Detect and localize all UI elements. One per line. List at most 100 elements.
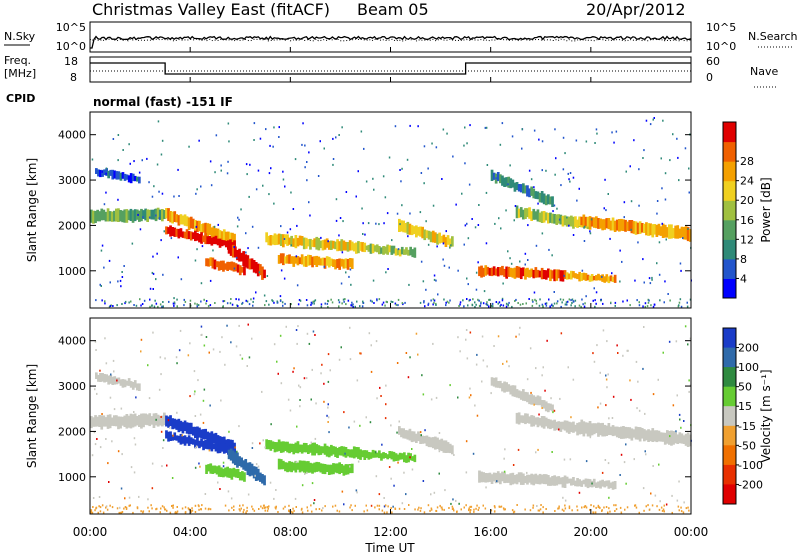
near-range-cell [288, 509, 290, 512]
noise-cell [349, 358, 352, 361]
power-heatmap [90, 117, 692, 308]
noise-cell [355, 489, 358, 492]
near-range-cell [359, 305, 361, 308]
heatmap-cell [307, 239, 310, 247]
noise-cell [648, 277, 651, 280]
near-range-cell [336, 509, 338, 512]
noise-cell [292, 370, 294, 373]
heatmap-cell [131, 382, 135, 390]
noise-cell [101, 413, 103, 415]
colorbar-segment [723, 180, 736, 201]
noise-cell [515, 335, 517, 338]
heatmap-cell [269, 235, 273, 246]
near-range-cell [190, 304, 192, 307]
near-range-cell [95, 506, 98, 509]
noise-cell [633, 458, 635, 461]
heatmap-cell [484, 473, 488, 483]
heatmap-cell [425, 230, 429, 239]
heatmap-cell [511, 268, 515, 278]
heatmap-cell [144, 208, 147, 221]
noise-cell [442, 258, 444, 261]
noise-cell [148, 216, 151, 219]
heatmap-cell [214, 442, 218, 452]
noise-cell [679, 262, 682, 265]
noise-cell [683, 501, 685, 504]
noise-cell [310, 441, 312, 444]
near-range-cell [468, 299, 470, 302]
heatmap-cell [538, 270, 542, 278]
noise-cell [643, 326, 645, 328]
heatmap-cell [380, 247, 383, 254]
noise-cell [452, 155, 454, 158]
heatmap-cell [236, 452, 239, 468]
noise-cell [227, 122, 230, 125]
near-range-cell [173, 302, 176, 305]
noise-cell [203, 388, 206, 391]
noise-cell [117, 450, 120, 453]
noise-cell [684, 325, 687, 328]
noise-cell [338, 234, 340, 237]
heatmap-cell [229, 439, 232, 453]
noise-cell [605, 404, 607, 407]
heatmap-cell [668, 224, 671, 239]
near-range-cell [634, 504, 637, 507]
near-range-cell [258, 508, 260, 510]
nsky-trace [90, 35, 692, 49]
heatmap-cell [373, 450, 377, 458]
heatmap-cell [503, 381, 506, 393]
heatmap-cell [544, 195, 548, 206]
heatmap-cell [292, 462, 296, 471]
heatmap-cell [570, 478, 573, 486]
heatmap-cell [559, 421, 563, 432]
noise-cell [320, 236, 322, 239]
noise-cell [464, 162, 466, 165]
noise-cell [268, 193, 270, 196]
heatmap-cell [400, 220, 403, 232]
heatmap-cell [666, 227, 669, 238]
heatmap-cell [492, 472, 496, 482]
heatmap-cell [586, 216, 590, 227]
near-range-cell [495, 301, 498, 303]
heatmap-cell [113, 415, 116, 427]
noise-cell [519, 260, 521, 263]
colorbar-segment [723, 367, 736, 388]
heatmap-cell [565, 420, 569, 433]
heatmap-cell [549, 419, 552, 430]
near-range-cell [435, 304, 437, 306]
heatmap-cell [419, 226, 422, 237]
heatmap-cell [290, 256, 293, 264]
heatmap-cell [611, 217, 615, 231]
heatmap-cell [628, 220, 632, 232]
heatmap-cell [448, 443, 452, 454]
noise-cell [591, 482, 593, 485]
noise-cell [342, 220, 344, 223]
heatmap-cell [99, 373, 102, 382]
near-range-cell [196, 305, 198, 308]
noise-cell [665, 503, 668, 506]
noise-cell [476, 353, 478, 356]
near-range-cell [378, 508, 380, 511]
heatmap-cell [165, 430, 168, 439]
near-range-cell [139, 298, 141, 301]
heatmap-cell [499, 380, 502, 389]
noise-cell [517, 448, 520, 451]
colorbar-segment [723, 445, 736, 466]
noise-cell [530, 178, 533, 181]
near-range-cell [176, 305, 178, 308]
heatmap-cell [492, 266, 496, 276]
heatmap-cell [501, 175, 504, 186]
noise-cell [197, 379, 199, 382]
heatmap-cell [300, 236, 304, 246]
heatmap-cell [330, 444, 333, 456]
near-range-cell [345, 303, 347, 306]
noise-cell [687, 228, 689, 230]
noise-cell [277, 372, 279, 375]
heatmap-cell [613, 220, 617, 232]
noise-cell [252, 297, 255, 300]
nave-tick-bottom: 0 [706, 71, 713, 84]
heatmap-cell [565, 216, 569, 227]
noise-cell [625, 170, 627, 173]
noise-cell [362, 233, 364, 235]
heatmap-cell [688, 434, 692, 447]
